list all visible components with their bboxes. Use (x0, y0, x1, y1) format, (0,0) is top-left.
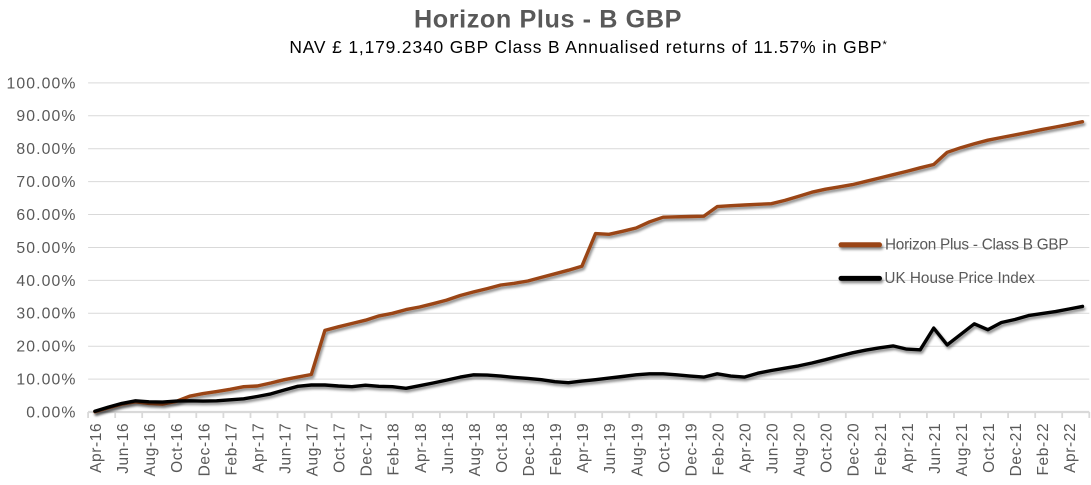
svg-text:Jun-21: Jun-21 (927, 423, 944, 474)
svg-text:Aug-21: Aug-21 (954, 423, 971, 477)
svg-text:Dec-18: Dec-18 (521, 423, 538, 477)
svg-text:Apr-21: Apr-21 (900, 423, 917, 473)
svg-text:Aug-16: Aug-16 (142, 423, 159, 477)
svg-text:Horizon Plus - B GBP: Horizon Plus - B GBP (414, 6, 682, 34)
svg-text:Dec-20: Dec-20 (846, 423, 863, 477)
svg-text:70.00%: 70.00% (16, 174, 76, 191)
svg-text:100.00%: 100.00% (6, 75, 76, 92)
svg-text:30.00%: 30.00% (16, 306, 76, 323)
svg-text:Apr-20: Apr-20 (738, 423, 755, 473)
svg-text:60.00%: 60.00% (16, 207, 76, 224)
svg-text:Dec-19: Dec-19 (683, 423, 700, 477)
svg-text:Jun-18: Jun-18 (440, 423, 457, 474)
svg-text:Dec-21: Dec-21 (1008, 423, 1025, 477)
svg-text:Apr-22: Apr-22 (1062, 423, 1079, 473)
svg-text:Oct-17: Oct-17 (332, 423, 349, 473)
svg-text:Jun-16: Jun-16 (115, 423, 132, 474)
svg-text:Jun-19: Jun-19 (602, 423, 619, 474)
svg-text:Apr-19: Apr-19 (575, 423, 592, 473)
svg-text:20.00%: 20.00% (16, 339, 76, 356)
svg-text:Oct-20: Oct-20 (819, 423, 836, 473)
svg-text:Aug-20: Aug-20 (792, 423, 809, 477)
svg-text:Dec-17: Dec-17 (359, 423, 376, 477)
svg-text:90.00%: 90.00% (16, 108, 76, 125)
svg-text:Feb-22: Feb-22 (1035, 423, 1052, 476)
svg-text:Apr-18: Apr-18 (413, 423, 430, 473)
svg-text:Apr-17: Apr-17 (250, 423, 267, 473)
svg-text:0.00%: 0.00% (26, 404, 76, 421)
svg-text:Feb-17: Feb-17 (223, 423, 240, 476)
svg-text:Horizon Plus - Class B GBP: Horizon Plus - Class B GBP (885, 237, 1068, 254)
svg-text:40.00%: 40.00% (16, 273, 76, 290)
svg-text:Feb-18: Feb-18 (386, 423, 403, 476)
svg-text:Aug-19: Aug-19 (629, 423, 646, 477)
svg-text:Feb-19: Feb-19 (548, 423, 565, 476)
svg-text:10.00%: 10.00% (16, 372, 76, 389)
svg-text:Jun-17: Jun-17 (278, 423, 295, 474)
svg-text:Oct-21: Oct-21 (981, 423, 998, 473)
svg-text:Dec-16: Dec-16 (196, 423, 213, 477)
svg-text:Jun-20: Jun-20 (765, 423, 782, 474)
svg-text:50.00%: 50.00% (16, 240, 76, 257)
svg-text:Aug-18: Aug-18 (467, 423, 484, 477)
svg-text:Oct-19: Oct-19 (656, 423, 673, 473)
svg-text:Oct-18: Oct-18 (494, 423, 511, 473)
svg-text:UK House Price Index: UK House Price Index (884, 270, 1035, 287)
svg-text:Feb-20: Feb-20 (710, 423, 727, 476)
svg-text:Feb-21: Feb-21 (873, 423, 890, 476)
svg-text:Oct-16: Oct-16 (169, 423, 186, 473)
svg-text:Apr-16: Apr-16 (88, 423, 105, 473)
svg-text:NAV £ 1,179.2340 GBP Class B A: NAV £ 1,179.2340 GBP Class B Annualised … (289, 37, 887, 57)
svg-text:80.00%: 80.00% (16, 141, 76, 158)
svg-text:Aug-17: Aug-17 (305, 423, 322, 477)
